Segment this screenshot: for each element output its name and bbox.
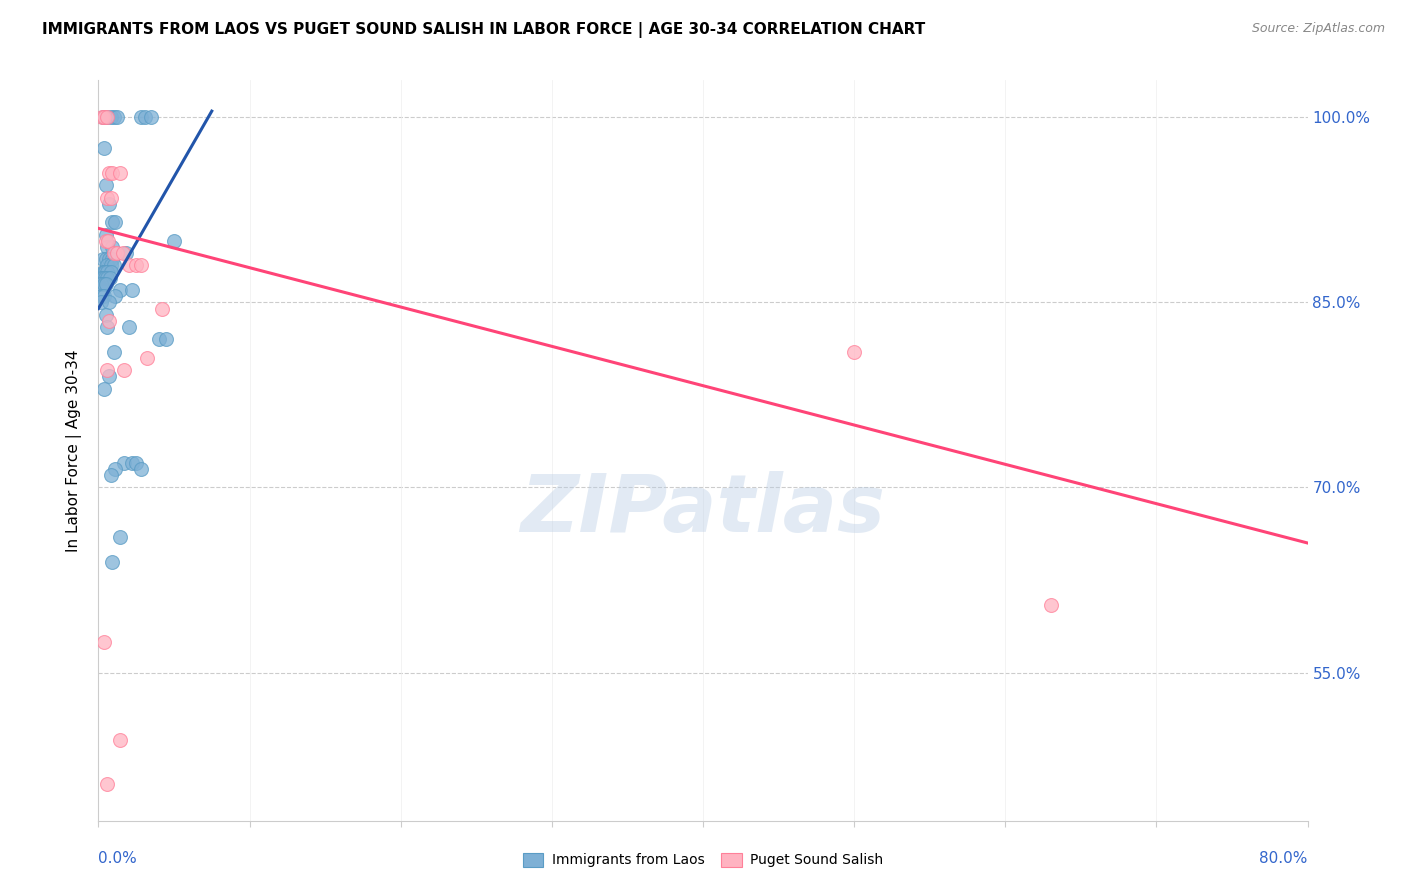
Point [96,270,118,285]
Point [96,320,118,334]
Point [90,277,112,291]
Point [129,258,152,272]
Text: IMMIGRANTS FROM LAOS VS PUGET SOUND SALISH IN LABOR FORCE | AGE 30-34 CORRELATIO: IMMIGRANTS FROM LAOS VS PUGET SOUND SALI… [42,22,925,38]
Point [101,554,124,569]
Point [1039,598,1062,612]
Point [91,264,114,278]
Point [100,258,122,272]
Point [93,141,115,155]
Point [96,363,118,377]
Point [134,111,156,125]
Point [93,382,115,396]
Point [94,264,117,278]
Point [101,215,124,229]
Point [94,252,117,267]
Point [103,111,125,125]
Point [98,369,121,384]
Point [94,178,117,193]
Point [105,246,128,260]
Point [98,166,121,180]
Point [93,289,115,303]
Point [108,530,131,544]
Point [125,258,148,272]
Point [97,234,120,248]
Y-axis label: In Labor Force | Age 30-34: In Labor Force | Age 30-34 [66,349,83,552]
Point [91,111,114,125]
Point [121,283,143,297]
Point [96,190,118,204]
Point [96,258,118,272]
Text: 0.0%: 0.0% [98,851,138,866]
Point [96,264,118,278]
Point [90,270,112,285]
Point [141,111,163,125]
Point [90,295,112,310]
Point [93,111,115,125]
Point [108,166,131,180]
Point [98,252,121,267]
Point [105,111,128,125]
Point [91,270,114,285]
Point [93,277,115,291]
Point [114,246,136,260]
Text: 80.0%: 80.0% [1260,851,1308,866]
Point [104,215,127,229]
Point [91,252,114,267]
Point [118,320,141,334]
Point [163,234,186,248]
Point [129,111,152,125]
Legend: Immigrants from Laos, Puget Sound Salish: Immigrants from Laos, Puget Sound Salish [517,847,889,873]
Point [112,363,135,377]
Point [844,344,866,359]
Point [90,277,112,291]
Point [100,111,122,125]
Point [94,234,117,248]
Point [94,277,117,291]
Point [101,252,124,267]
Point [112,456,135,470]
Point [98,295,121,310]
Point [101,240,124,254]
Point [96,776,118,791]
Point [94,227,117,242]
Point [96,111,118,125]
Point [108,733,131,747]
Point [104,462,127,476]
Point [100,468,122,483]
Point [98,314,121,328]
Text: ZIPatlas: ZIPatlas [520,471,886,549]
Point [100,264,122,278]
Point [121,456,143,470]
Point [129,462,152,476]
Point [100,190,122,204]
Point [148,332,170,346]
Point [108,283,131,297]
Point [150,301,173,316]
Point [94,270,117,285]
Point [155,332,177,346]
Point [111,246,134,260]
Point [96,240,118,254]
Point [125,456,148,470]
Point [91,289,114,303]
Point [118,258,141,272]
Point [91,111,114,125]
Point [96,111,118,125]
Point [93,634,115,648]
Text: Source: ZipAtlas.com: Source: ZipAtlas.com [1251,22,1385,36]
Point [101,166,124,180]
Point [135,351,157,365]
Point [103,344,125,359]
Point [98,270,121,285]
Point [103,258,125,272]
Point [93,264,115,278]
Point [94,308,117,322]
Point [98,196,121,211]
Point [103,246,125,260]
Point [104,289,127,303]
